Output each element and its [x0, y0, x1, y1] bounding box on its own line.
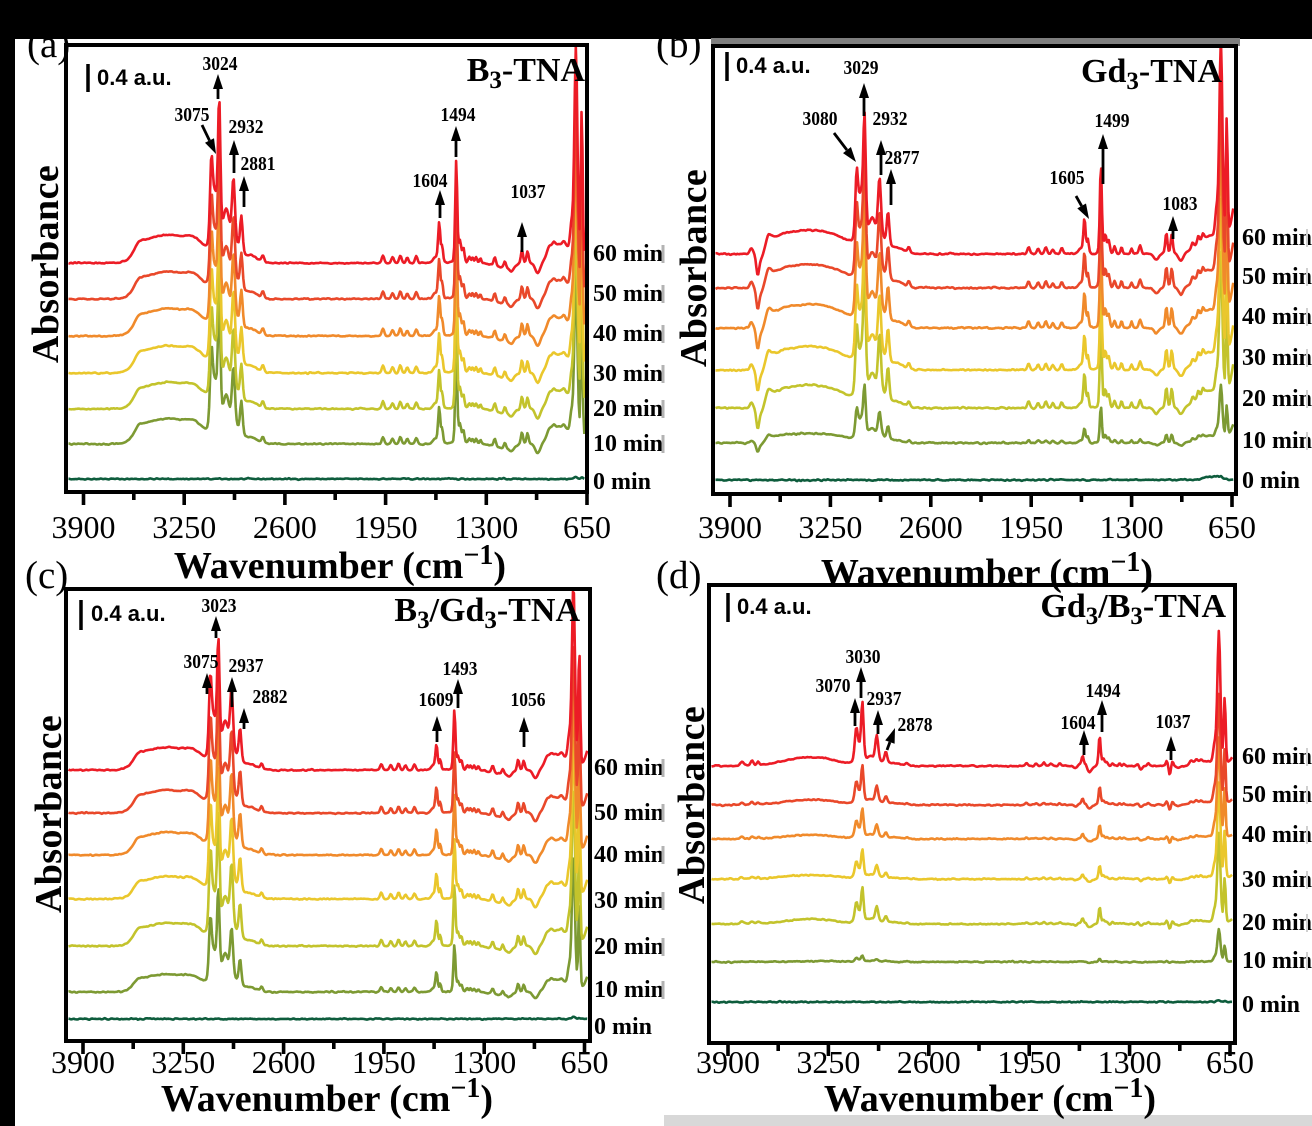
svg-text:Absorbance: Absorbance [25, 165, 67, 363]
svg-text:30 min: 30 min [1242, 345, 1312, 371]
svg-text:3250: 3250 [798, 509, 862, 545]
svg-text:3900: 3900 [52, 509, 116, 545]
svg-text:3250: 3250 [152, 509, 216, 545]
svg-text:1604: 1604 [413, 170, 448, 192]
svg-text:10 min: 10 min [1242, 428, 1312, 454]
svg-text:1950: 1950 [354, 509, 418, 545]
svg-text:1037: 1037 [1156, 711, 1191, 733]
svg-text:1056: 1056 [511, 689, 546, 711]
svg-text:(a): (a) [27, 23, 70, 66]
svg-text:1604: 1604 [1061, 712, 1096, 734]
svg-text:1609: 1609 [419, 689, 454, 711]
svg-text:10 min: 10 min [594, 977, 664, 1003]
svg-text:1300: 1300 [452, 1044, 516, 1080]
svg-text:20 min: 20 min [593, 396, 663, 422]
svg-text:40 min: 40 min [1242, 304, 1312, 330]
svg-text:1950: 1950 [997, 1044, 1061, 1080]
svg-text:650: 650 [561, 1044, 609, 1080]
svg-text:650: 650 [1206, 1044, 1254, 1080]
svg-text:B3​/Gd3​-TNA: B3​/Gd3​-TNA [394, 592, 580, 634]
svg-text:1493: 1493 [443, 658, 478, 680]
svg-text:1499: 1499 [1095, 110, 1130, 132]
svg-text:10 min: 10 min [593, 431, 663, 457]
svg-text:30 min: 30 min [593, 361, 663, 387]
svg-text:3023: 3023 [202, 595, 237, 617]
svg-text:3029: 3029 [844, 57, 879, 79]
svg-text:1494: 1494 [441, 104, 476, 126]
svg-text:60 min: 60 min [1242, 225, 1312, 251]
svg-text:1494: 1494 [1086, 680, 1121, 702]
svg-text:B3​-TNA: B3​-TNA [467, 52, 586, 94]
svg-text:1300: 1300 [1100, 509, 1164, 545]
svg-text:20 min: 20 min [1242, 910, 1312, 936]
svg-text:Wavenumber (cm−1): Wavenumber (cm−1) [161, 1073, 493, 1120]
svg-text:2600: 2600 [897, 1044, 961, 1080]
svg-text:0.4 a.u.: 0.4 a.u. [97, 65, 172, 90]
svg-text:3900: 3900 [696, 1044, 760, 1080]
svg-text:0 min: 0 min [593, 469, 651, 495]
svg-text:Wavenumber (cm−1): Wavenumber (cm−1) [824, 1073, 1156, 1120]
svg-text:2932: 2932 [229, 116, 264, 138]
svg-text:60 min: 60 min [594, 755, 664, 781]
svg-text:Absorbance: Absorbance [28, 715, 70, 913]
svg-text:(c): (c) [25, 554, 68, 597]
svg-text:1300: 1300 [454, 509, 518, 545]
svg-text:Gd3​-TNA: Gd3​-TNA [1081, 53, 1222, 95]
svg-text:3030: 3030 [846, 646, 881, 668]
svg-text:30 min: 30 min [1242, 867, 1312, 893]
svg-text:50 min: 50 min [1242, 782, 1312, 808]
svg-text:Absorbance: Absorbance [671, 706, 713, 904]
svg-text:(d): (d) [656, 554, 701, 597]
svg-text:Wavenumber (cm−1): Wavenumber (cm−1) [174, 540, 506, 587]
svg-text:60 min: 60 min [593, 241, 663, 267]
svg-text:20 min: 20 min [594, 934, 664, 960]
svg-text:1950: 1950 [352, 1044, 416, 1080]
svg-text:0.4 a.u.: 0.4 a.u. [91, 601, 166, 626]
svg-text:20 min: 20 min [1242, 386, 1312, 412]
svg-text:2878: 2878 [898, 714, 933, 736]
svg-text:40 min: 40 min [593, 321, 663, 347]
svg-text:2600: 2600 [252, 1044, 316, 1080]
svg-text:1037: 1037 [511, 181, 546, 203]
svg-text:Absorbance: Absorbance [673, 169, 715, 367]
svg-text:1605: 1605 [1050, 167, 1085, 189]
svg-text:50 min: 50 min [593, 281, 663, 307]
svg-text:3075: 3075 [175, 104, 210, 126]
svg-text:40 min: 40 min [594, 842, 664, 868]
svg-text:3250: 3250 [151, 1044, 215, 1080]
svg-text:1300: 1300 [1098, 1044, 1162, 1080]
svg-text:650: 650 [563, 509, 611, 545]
svg-text:0.4 a.u.: 0.4 a.u. [737, 594, 812, 619]
svg-text:2937: 2937 [867, 688, 902, 710]
svg-text:3900: 3900 [51, 1044, 115, 1080]
svg-text:10 min: 10 min [1242, 948, 1312, 974]
svg-text:650: 650 [1208, 509, 1256, 545]
svg-text:2881: 2881 [241, 153, 276, 175]
svg-text:2882: 2882 [253, 686, 288, 708]
svg-text:50 min: 50 min [594, 800, 664, 826]
svg-text:1083: 1083 [1163, 193, 1198, 215]
svg-text:60 min: 60 min [1242, 744, 1312, 770]
svg-text:50 min: 50 min [1242, 264, 1312, 290]
svg-text:2600: 2600 [899, 509, 963, 545]
svg-text:40 min: 40 min [1242, 822, 1312, 848]
svg-text:(b): (b) [656, 23, 701, 66]
svg-text:0 min: 0 min [1242, 468, 1300, 494]
svg-text:0 min: 0 min [594, 1014, 652, 1040]
svg-text:2877: 2877 [885, 147, 920, 169]
svg-text:3900: 3900 [698, 509, 762, 545]
svg-text:30 min: 30 min [594, 888, 664, 914]
svg-text:0.4 a.u.: 0.4 a.u. [736, 53, 811, 78]
svg-text:3250: 3250 [796, 1044, 860, 1080]
svg-text:2932: 2932 [873, 108, 908, 130]
svg-text:3070: 3070 [816, 675, 851, 697]
svg-text:0 min: 0 min [1242, 992, 1300, 1018]
svg-text:3024: 3024 [203, 53, 238, 75]
svg-text:2937: 2937 [229, 655, 264, 677]
svg-text:3075: 3075 [184, 651, 219, 673]
svg-text:1950: 1950 [999, 509, 1063, 545]
svg-text:2600: 2600 [253, 509, 317, 545]
svg-text:Gd3​/B3​-TNA: Gd3​/B3​-TNA [1040, 588, 1226, 630]
svg-text:3080: 3080 [803, 108, 838, 130]
